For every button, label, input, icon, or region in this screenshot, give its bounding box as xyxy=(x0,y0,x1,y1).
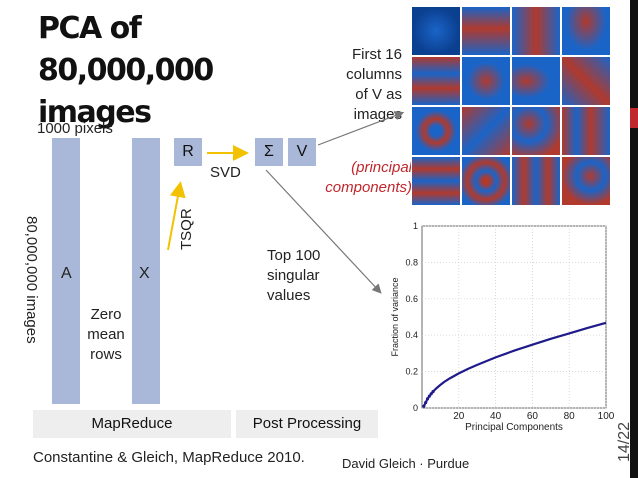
component-tile xyxy=(512,7,560,55)
matrix-x-column xyxy=(132,138,160,404)
y-tick-label: 0.2 xyxy=(405,367,418,377)
mapreduce-box: MapReduce xyxy=(33,410,231,438)
author: David Gleich · Purdue xyxy=(342,456,470,471)
component-tile xyxy=(412,7,460,55)
principal-label: (principal components) xyxy=(325,159,412,196)
plot-frame xyxy=(421,225,607,409)
component-tile xyxy=(412,107,460,155)
y-tick-label: 0.8 xyxy=(405,257,418,267)
variance-point xyxy=(427,394,431,398)
right-edge-bar xyxy=(630,0,638,478)
red-accent xyxy=(630,108,638,128)
x-axis-label: Principal Components xyxy=(465,422,563,433)
component-tile xyxy=(462,57,510,105)
r-box: R xyxy=(174,138,202,166)
component-tile xyxy=(412,157,460,205)
slide-title: PCA of 80,000,000 images xyxy=(38,11,214,130)
y-tick-label: 1 xyxy=(413,221,418,231)
component-tile xyxy=(462,7,510,55)
v-box: V xyxy=(288,138,316,166)
x-tick-label: 80 xyxy=(564,411,576,422)
y-axis-label: Fraction of variance xyxy=(390,277,400,356)
component-tile xyxy=(512,157,560,205)
post-processing-box: Post Processing xyxy=(236,410,378,438)
first16-label: First 16 columns of V as images xyxy=(346,46,402,123)
component-tile xyxy=(562,7,610,55)
x-tick-label: 20 xyxy=(453,411,465,422)
top100-label: Top 100 singular values xyxy=(267,247,321,304)
component-tile xyxy=(562,107,610,155)
sigma-to-chart-arrow xyxy=(265,169,382,294)
pixels-label: 1000 pixels xyxy=(37,120,113,137)
y-tick-label: 0 xyxy=(413,403,418,413)
variance-point xyxy=(431,390,435,394)
zero-mean-label: Zero mean rows xyxy=(87,306,125,363)
component-tile xyxy=(462,157,510,205)
component-tile xyxy=(512,57,560,105)
y-tick-label: 0.4 xyxy=(405,330,418,340)
variance-point xyxy=(429,392,433,396)
x-tick-label: 100 xyxy=(598,411,614,422)
v-to-images-arrow xyxy=(317,111,405,146)
tsqr-arrow xyxy=(167,181,186,251)
matrix-x-label: X xyxy=(139,265,150,282)
x-tick-label: 40 xyxy=(490,411,502,422)
principal-components-grid xyxy=(411,6,613,208)
component-tile xyxy=(462,107,510,155)
y-tick-label: 0.6 xyxy=(405,294,418,304)
citation: Constantine & Gleich, MapReduce 2010. xyxy=(33,449,305,466)
matrix-a-column xyxy=(52,138,80,404)
component-tile xyxy=(512,107,560,155)
component-tile xyxy=(562,157,610,205)
variance-point xyxy=(425,397,430,401)
matrix-a-label: A xyxy=(61,265,72,282)
variance-point xyxy=(424,400,428,405)
sigma-box: Σ xyxy=(255,138,283,166)
component-tile xyxy=(562,57,610,105)
component-tile xyxy=(412,57,460,105)
variance-point xyxy=(422,404,426,408)
fraction-variance-chart: 0 0.2 0.4 0.6 0.8 1 20 40 60 80 100 Principal Compo… xyxy=(390,221,614,433)
x-tick-label: 60 xyxy=(527,411,539,422)
svd-label: SVD xyxy=(210,164,241,181)
